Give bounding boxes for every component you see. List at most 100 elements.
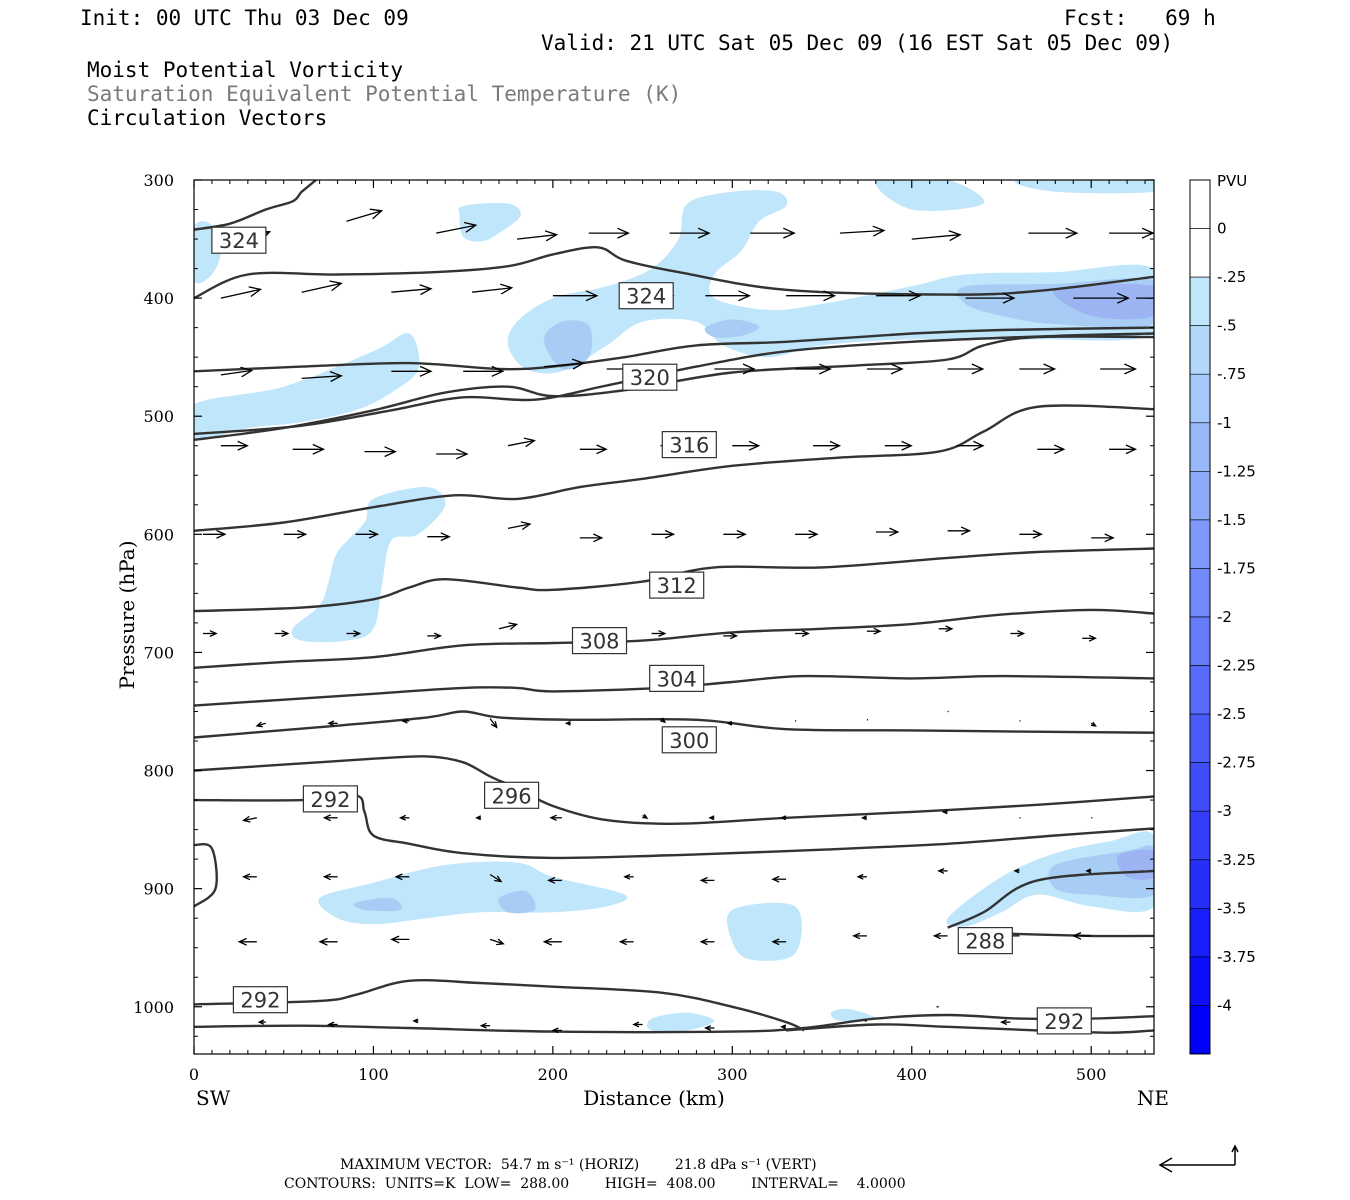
svg-text:296: 296 (492, 784, 532, 808)
y-axis-label: Pressure (hPa) (115, 541, 139, 690)
pv-region-17 (830, 1008, 876, 1022)
x-tick-label-5: 500 (1076, 1065, 1107, 1084)
vector-arrow-47 (1109, 444, 1138, 455)
pv-region-1 (458, 203, 521, 242)
field-title-mpv: Moist Potential Vorticity (87, 58, 404, 82)
colorbar-swatch-17 (1189, 1005, 1211, 1055)
vector-arrow-20 (965, 292, 1016, 304)
colorbar-swatch-10 (1189, 665, 1211, 715)
y-tick-label-2: 500 (143, 407, 174, 426)
colorbar-swatch-11 (1189, 713, 1211, 763)
colorbar-label-12: -3 (1217, 802, 1232, 820)
pv-region-4 (543, 320, 593, 370)
vector-arrow-73 (1082, 634, 1097, 642)
x-end-label-ne: NE (1137, 1086, 1169, 1110)
colorbar-label-6: -1.5 (1217, 511, 1246, 529)
vector-arrow-95 (941, 809, 948, 815)
y-tick-label-5: 800 (143, 762, 174, 781)
pv-region-18 (874, 180, 985, 211)
x-tick-label-4: 400 (896, 1065, 927, 1084)
contour-324-1 (194, 180, 317, 231)
pv-region-9 (318, 861, 628, 925)
pv-region-10 (353, 897, 402, 912)
vector-arrow-115 (618, 938, 634, 946)
contour-312-5 (194, 404, 1154, 532)
svg-text:292: 292 (310, 788, 350, 812)
vector-arrow-30 (795, 363, 832, 375)
colorbar-swatch-8 (1189, 568, 1211, 618)
svg-text:316: 316 (669, 434, 709, 458)
vector-arrow-4 (588, 227, 630, 239)
vector-arrow-23 (220, 366, 254, 378)
vector-arrow-13 (391, 284, 433, 296)
vector-arrow-34 (1100, 363, 1137, 375)
colorbar-swatch-3 (1189, 325, 1211, 375)
vector-arrow-42 (732, 440, 761, 451)
vector-arrow-119 (932, 932, 948, 940)
colorbar-label-1: -.25 (1217, 268, 1246, 286)
colorbar-swatch-13 (1189, 810, 1211, 861)
vector-arrow-14 (472, 283, 514, 295)
vector-arrow-110 (237, 937, 257, 946)
y-tick-label-7: 1000 (133, 998, 174, 1017)
vector-arrow-17 (705, 290, 751, 302)
vector-arrow-129 (780, 1024, 787, 1030)
vector-arrow-109 (1085, 868, 1092, 874)
pv-region-7 (194, 333, 420, 441)
contour-292-15 (194, 1013, 1154, 1034)
vector-arrow-88 (398, 814, 410, 821)
svg-text:320: 320 (630, 366, 670, 390)
vector-arrow-132 (1000, 1019, 1011, 1026)
colorbar-label-16: -4 (1217, 996, 1232, 1014)
contour-label-7: 300 (661, 726, 717, 754)
pv-region-6 (1053, 283, 1154, 320)
colorbar-label-0: 0 (1217, 220, 1227, 238)
pv-region-12 (726, 902, 802, 961)
vector-arrow-22 (1136, 297, 1154, 299)
forecast-hour: Fcst: 69 h (1064, 6, 1216, 30)
vector-arrow-93 (780, 815, 787, 821)
colorbar-swatch-5 (1189, 422, 1211, 472)
contour-label-12: 292 (1036, 1007, 1092, 1035)
x-tick-label-0: 0 (189, 1065, 199, 1084)
vector-arrow-44 (884, 440, 913, 451)
vector-arrow-55 (723, 529, 747, 539)
contour-320-2 (194, 326, 1154, 373)
contour-label-5: 308 (571, 626, 628, 655)
pv-colorbar: PVU 0 -.25 -.5 -.75 -1 -1.25 -1.5 -1.75 -2 -2.25 -2… (1189, 172, 1256, 1055)
vector-arrow-9 (1028, 227, 1079, 239)
vector-arrow-46 (1037, 444, 1066, 455)
contour-308-6 (194, 547, 1154, 613)
x-tick-label-3: 300 (717, 1065, 748, 1084)
vector-arrow-104 (699, 876, 715, 884)
colorbar-label-2: -.5 (1217, 317, 1237, 335)
reference-vector-icon (1158, 1144, 1239, 1173)
vector-arrow-65 (498, 622, 519, 631)
vector-arrow-31 (866, 363, 904, 375)
vector-arrow-61 (203, 630, 218, 637)
y-tick-label-3: 600 (143, 525, 174, 544)
vector-arrow-74 (255, 721, 266, 728)
vector-arrow-78 (564, 720, 571, 726)
vector-arrow-6 (750, 227, 796, 239)
vector-arrow-92 (708, 815, 715, 821)
y-tick-label-1: 400 (143, 289, 174, 308)
vector-arrow-90 (549, 814, 562, 821)
x-axis-label: Distance (km) (583, 1086, 725, 1110)
vector-arrow-123 (327, 1021, 338, 1028)
vector-arrow-57 (875, 527, 900, 537)
vector-arrow-108 (1013, 868, 1020, 874)
contour-label-4: 312 (649, 571, 705, 599)
colorbar-swatch-1 (1189, 228, 1211, 278)
vector-arrow-53 (579, 533, 604, 543)
vector-arrow-50 (355, 529, 380, 539)
vector-arrow-51 (427, 532, 451, 542)
svg-text:292: 292 (240, 989, 280, 1013)
svg-text:300: 300 (669, 729, 709, 753)
x-end-label-sw: SW (196, 1086, 231, 1110)
colorbar-label-3: -.75 (1217, 365, 1246, 383)
vector-arrow-1 (346, 208, 384, 222)
vector-arrow-5 (669, 227, 711, 239)
svg-text:304: 304 (657, 667, 697, 691)
